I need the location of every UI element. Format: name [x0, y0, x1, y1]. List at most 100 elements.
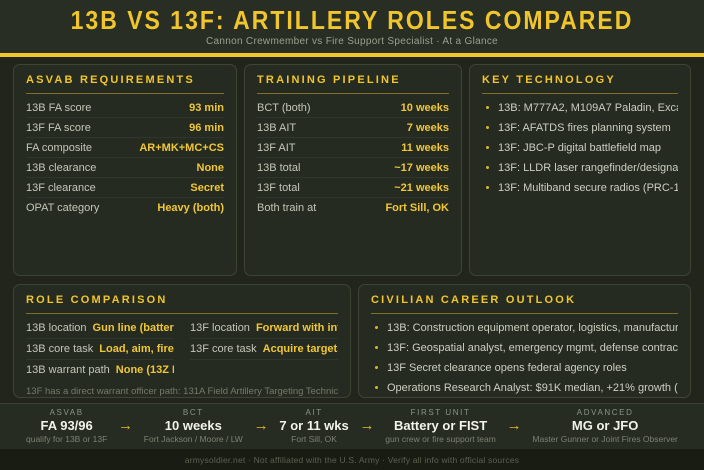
role-cell-13b: 13B location Gun line (battery) — [26, 318, 174, 339]
bullet-text: 13F: JBC-P digital battlefield map — [498, 142, 662, 154]
stat-value: Fort Sill, OK — [385, 201, 449, 214]
role-comparison-card: ROLE COMPARISON 13B location Gun line (b… — [13, 284, 351, 398]
footer-disclaimer: armysoldier.net · Not affiliated with th… — [184, 454, 520, 465]
bottom-card-row: ROLE COMPARISON 13B location Gun line (b… — [13, 284, 691, 398]
stat-value: 7 weeks — [406, 121, 449, 134]
footer: armysoldier.net · Not affiliated with th… — [0, 449, 704, 470]
stat-label: 13B location — [26, 322, 87, 334]
career-bullet: 13B: Construction equipment operator, lo… — [371, 318, 678, 338]
arrow-right-icon: → — [253, 417, 269, 434]
role-cell-13f: 13F location Forward with infa — [190, 318, 338, 339]
stat-row: FA composite AR+MK+MC+CS — [26, 138, 224, 158]
stat-value: Load, aim, fire howitzer — [99, 343, 174, 355]
stat-value: 93 min — [189, 101, 224, 114]
stat-label: 13F location — [190, 322, 250, 334]
arrow-right-icon: → — [118, 417, 134, 434]
stat-value: 96 min — [189, 121, 224, 134]
role-row: 13B warrant path None (13Z NCO track) — [26, 360, 338, 380]
stat-value: None — [196, 161, 225, 174]
stat-label: 13B core task — [26, 343, 94, 355]
title-underline — [257, 93, 449, 94]
bullet-text: 13B: Construction equipment operator, lo… — [387, 322, 678, 334]
stat-label: 13F core task — [190, 343, 257, 355]
page-subtitle: Cannon Crewmember vs Fire Support Specia… — [206, 36, 498, 48]
card-title-role: ROLE COMPARISON — [26, 294, 168, 306]
bullet-text: 13B: M777A2, M109A7 Paladin, Excalibur r… — [498, 102, 678, 114]
step-sub: Fort Sill, OK — [291, 434, 337, 445]
step-label: AIT — [305, 408, 323, 418]
stat-label: FA composite — [26, 141, 93, 154]
role-cell-empty — [190, 360, 338, 380]
step-sub: Master Gunner or Joint Fires Observer — [532, 434, 678, 445]
key-technology-card: KEY TECHNOLOGY 13B: M777A2, M109A7 Palad… — [469, 64, 691, 276]
stat-value: Acquire targets, cal — [262, 343, 338, 355]
step-label: ADVANCED — [576, 408, 634, 418]
bullet-icon — [375, 366, 378, 369]
civilian-career-card: CIVILIAN CAREER OUTLOOK 13B: Constructio… — [358, 284, 691, 398]
role-cell-13f: 13F core task Acquire targets, cal — [190, 339, 338, 360]
step-label: ASVAB — [49, 408, 84, 418]
stat-row: 13F total ~21 weeks — [257, 178, 449, 198]
stat-label: 13F FA score — [26, 121, 91, 134]
role-cell-13b: 13B core task Load, aim, fire howitzer — [26, 339, 174, 360]
timeline-step-first-unit: FIRST UNIT Battery or FIST gun crew or f… — [385, 408, 496, 445]
stat-value: Secret — [190, 181, 224, 194]
stat-row: 13F FA score 96 min — [26, 118, 224, 138]
stat-row: OPAT category Heavy (both) — [26, 198, 224, 217]
card-title-asvab: ASVAB REQUIREMENTS — [26, 74, 195, 86]
career-path-timeline: ASVAB FA 93/96 qualify for 13B or 13F → … — [0, 403, 704, 449]
stat-value: AR+MK+MC+CS — [139, 141, 224, 154]
bullet-icon — [486, 186, 489, 189]
step-sub: gun crew or fire support team — [385, 434, 496, 445]
stat-row: BCT (both) 10 weeks — [257, 98, 449, 118]
stat-value: ~21 weeks — [394, 181, 449, 194]
arrow-right-icon: → — [506, 417, 522, 434]
tech-bullet: 13F: LLDR laser rangefinder/designator — [482, 158, 678, 178]
step-value: FA 93/96 — [40, 418, 93, 434]
stat-value: None (13Z NCO track) — [115, 364, 174, 376]
stat-label: 13B warrant path — [26, 364, 110, 376]
stat-label: OPAT category — [26, 201, 100, 214]
stat-value: 10 weeks — [400, 101, 449, 114]
timeline-step-ait: AIT 7 or 11 wks Fort Sill, OK — [279, 408, 348, 445]
title-underline — [26, 313, 338, 314]
step-value: 10 weeks — [164, 418, 222, 434]
stat-label: 13F AIT — [257, 141, 296, 154]
stat-row: Both train at Fort Sill, OK — [257, 198, 449, 217]
bullet-icon — [486, 126, 489, 129]
stat-row: 13B total ~17 weeks — [257, 158, 449, 178]
stat-label: 13B FA score — [26, 101, 92, 114]
career-bullet: 13F: Geospatial analyst, emergency mgmt,… — [371, 338, 678, 358]
stat-value: 11 weeks — [401, 141, 449, 154]
step-value: Battery or FIST — [393, 418, 488, 434]
stat-label: 13B total — [257, 161, 301, 174]
bullet-icon — [486, 146, 489, 149]
tech-bullet: 13B: M777A2, M109A7 Paladin, Excalibur r… — [482, 98, 678, 118]
step-value: MG or JFO — [571, 418, 639, 434]
title-underline — [482, 93, 678, 94]
bullet-icon — [486, 106, 489, 109]
main-content: ASVAB REQUIREMENTS 13B FA score 93 min 1… — [0, 57, 704, 398]
role-footnote: 13F has a direct warrant officer path: 1… — [26, 386, 338, 397]
role-row: 13B location Gun line (battery) 13F loca… — [26, 318, 338, 339]
stat-row: 13B clearance None — [26, 158, 224, 178]
step-value: 7 or 11 wks — [279, 418, 349, 434]
stat-row: 13F clearance Secret — [26, 178, 224, 198]
tech-bullet: 13F: AFATDS fires planning system — [482, 118, 678, 138]
stat-value: Heavy (both) — [157, 201, 224, 214]
card-title-training: TRAINING PIPELINE — [257, 74, 401, 86]
step-sub: Fort Jackson / Moore / LW — [143, 434, 243, 445]
step-label: FIRST UNIT — [410, 408, 471, 418]
stat-value: Gun line (battery) — [92, 322, 174, 334]
bullet-text: 13F: Multiband secure radios (PRC-152A) — [498, 182, 678, 194]
title-underline — [26, 93, 224, 94]
stat-label: Both train at — [257, 201, 317, 214]
bullet-text: 13F Secret clearance opens federal agenc… — [387, 362, 627, 374]
header: 13B VS 13F: ARTILLERY ROLES COMPARED Can… — [0, 0, 704, 53]
page-title: 13B VS 13F: ARTILLERY ROLES COMPARED — [70, 5, 634, 35]
career-bullet: 13F Secret clearance opens federal agenc… — [371, 358, 678, 378]
card-title-career: CIVILIAN CAREER OUTLOOK — [371, 294, 577, 306]
bullet-icon — [375, 346, 378, 349]
career-bullet: Operations Research Analyst: $91K median… — [371, 378, 678, 397]
